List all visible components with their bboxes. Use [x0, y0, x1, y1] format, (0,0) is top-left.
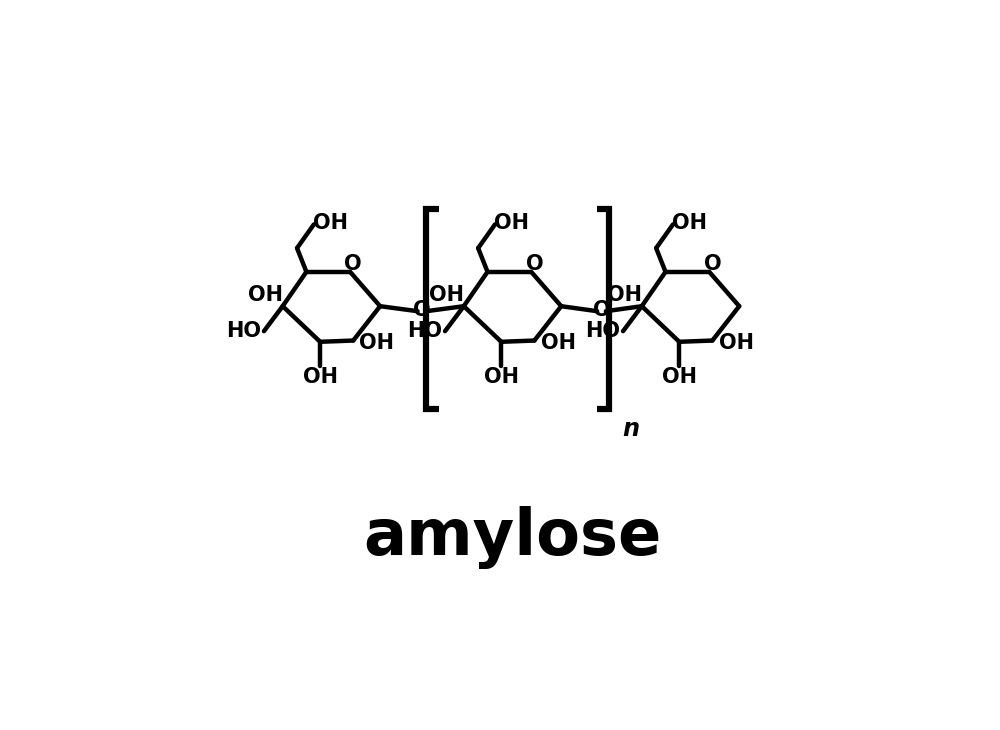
Text: OH: OH [607, 285, 642, 305]
Text: OH: OH [484, 366, 519, 387]
Text: HO: HO [226, 320, 261, 341]
Text: OH: OH [494, 213, 529, 233]
Text: OH: OH [429, 285, 464, 305]
Text: OH: OH [672, 213, 707, 233]
Text: O: O [593, 300, 610, 320]
Text: OH: OH [303, 366, 338, 387]
Text: OH: OH [313, 213, 348, 233]
Text: OH: OH [541, 333, 576, 353]
Text: OH: OH [248, 285, 283, 305]
Text: OH: OH [719, 333, 754, 353]
Text: OH: OH [662, 366, 697, 387]
Text: O: O [344, 254, 362, 274]
Text: amylose: amylose [363, 506, 662, 569]
Text: OH: OH [359, 333, 394, 353]
Text: O: O [704, 254, 721, 274]
Text: O: O [526, 254, 543, 274]
Text: HO: HO [586, 320, 621, 341]
Text: HO: HO [408, 320, 443, 341]
Text: n: n [622, 418, 639, 442]
Text: O: O [413, 300, 431, 320]
